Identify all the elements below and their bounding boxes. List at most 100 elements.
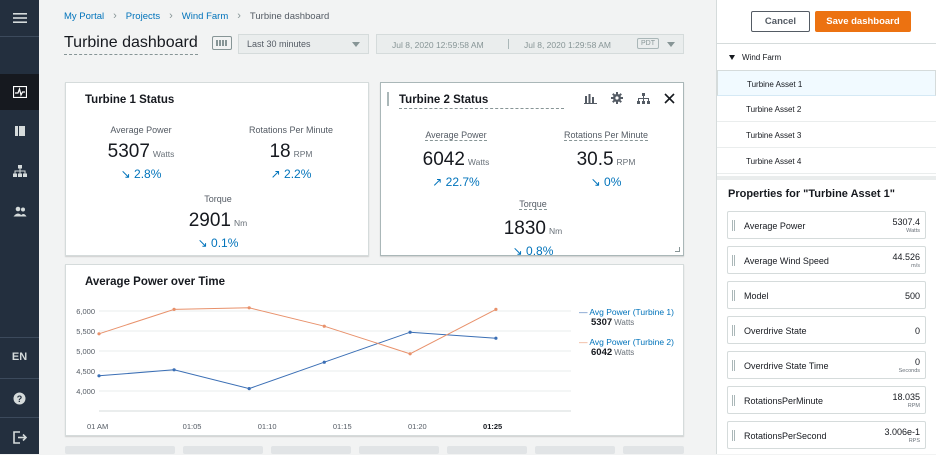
drag-handle[interactable]: [732, 360, 735, 371]
kpi-label[interactable]: Rotations Per Minute: [563, 130, 649, 141]
turbine2-status-widget[interactable]: Turbine 2 Status Average Power 6042 Watts…: [380, 82, 684, 258]
menu-icon[interactable]: [0, 0, 39, 36]
legend-item-turbine2[interactable]: — Avg Power (Turbine 2) 6042 Watts: [579, 337, 674, 358]
kpi-unit: Nm: [549, 226, 563, 236]
drag-handle[interactable]: [732, 430, 735, 441]
data-point[interactable]: [247, 387, 251, 391]
data-point[interactable]: [97, 332, 101, 336]
drag-handle[interactable]: [732, 395, 735, 406]
gear-icon[interactable]: [611, 92, 623, 104]
legend-item-turbine1[interactable]: — Avg Power (Turbine 1) 5307 Watts: [579, 307, 674, 328]
tree-root-wind-farm[interactable]: Wind Farm: [729, 53, 781, 62]
drag-handle[interactable]: [387, 92, 389, 106]
chevron-right-icon: ›: [237, 10, 241, 22]
tree-root-label: Wind Farm: [742, 53, 782, 62]
kpi-rpm: Rotations Per Minute 30.5 RPM ↘ 0%: [541, 125, 671, 189]
kpi-delta: ↘ 0.8%: [512, 244, 554, 258]
property-overdrive-state[interactable]: Overdrive State 0: [727, 316, 926, 344]
date-range-picker[interactable]: Jul 8, 2020 12:59:58 AM Jul 8, 2020 1:29…: [376, 34, 684, 54]
drag-handle[interactable]: [732, 220, 735, 231]
start-date[interactable]: Jul 8, 2020 12:59:58 AM: [392, 40, 484, 50]
property-unit: RPS: [908, 438, 920, 444]
data-point[interactable]: [494, 336, 498, 340]
resize-handle[interactable]: [675, 247, 680, 252]
property-average-wind-speed[interactable]: Average Wind Speed 44.526 m/s: [727, 246, 926, 274]
keyboard-icon[interactable]: [212, 36, 232, 50]
side-rail: EN ?: [0, 0, 39, 454]
page-title[interactable]: Turbine dashboard: [64, 34, 198, 55]
widget-placeholder: [447, 446, 527, 454]
time-range-select[interactable]: Last 30 minutes: [238, 34, 369, 54]
property-name: Average Power: [744, 221, 806, 231]
dashboard-icon[interactable]: [0, 74, 39, 110]
drag-handle[interactable]: [732, 325, 735, 336]
kpi-average-power: Average Power 6042 Watts ↗ 22.7%: [391, 125, 521, 189]
bar-chart-icon[interactable]: [584, 93, 597, 104]
sign-out-icon[interactable]: [0, 419, 39, 455]
widget-title: Average Power over Time: [85, 276, 225, 288]
kpi-value: 18: [269, 141, 291, 162]
save-dashboard-button[interactable]: Save dashboard: [815, 11, 911, 32]
legend-unit: Watts: [614, 348, 635, 357]
y-tick-label: 6,000: [76, 307, 95, 316]
data-point[interactable]: [494, 307, 498, 311]
data-point[interactable]: [408, 352, 412, 356]
language-selector[interactable]: EN: [11, 351, 28, 363]
x-tick-label: 01:10: [258, 422, 277, 431]
time-range-value: Last 30 minutes: [247, 39, 311, 49]
users-icon[interactable]: [0, 193, 39, 229]
kpi-label[interactable]: Torque: [519, 199, 547, 210]
asset-panel: Cancel Save dashboard Wind Farm Turbine …: [716, 0, 936, 454]
tree-item-asset-2[interactable]: Turbine Asset 2: [717, 96, 936, 122]
property-average-power[interactable]: Average Power 5307.4 Watts: [727, 211, 926, 239]
property-rotations-per-minute[interactable]: RotationsPerMinute 18.035 RPM: [727, 386, 926, 414]
end-date[interactable]: Jul 8, 2020 1:29:58 AM: [524, 40, 611, 50]
widget-toolbar: [584, 92, 675, 104]
drag-handle[interactable]: [732, 290, 735, 301]
x-tick-label: 01:15: [333, 422, 352, 431]
widget-placeholder: [535, 446, 615, 454]
data-point[interactable]: [172, 307, 176, 311]
property-rotations-per-second[interactable]: RotationsPerSecond 3.006e-1 RPS: [727, 421, 926, 449]
property-overdrive-state-time[interactable]: Overdrive State Time 0 Seconds: [727, 351, 926, 379]
breadcrumb-wind-farm[interactable]: Wind Farm: [181, 10, 229, 22]
tree-item-asset-4[interactable]: Turbine Asset 4: [717, 148, 936, 174]
cancel-button[interactable]: Cancel: [751, 11, 810, 32]
kpi-average-power: Average Power 5307 Watts ↘ 2.8%: [76, 125, 206, 181]
data-point[interactable]: [322, 324, 326, 328]
tree-item-asset-3[interactable]: Turbine Asset 3: [717, 122, 936, 148]
kpi-unit: RPM: [616, 157, 636, 167]
widget-placeholder: [183, 446, 263, 454]
data-point[interactable]: [172, 368, 176, 372]
breadcrumb-projects[interactable]: Projects: [125, 10, 161, 22]
turbine1-status-widget[interactable]: Turbine 1 Status Average Power 5307 Watts…: [65, 82, 369, 256]
power-chart-widget[interactable]: Average Power over Time 4,000 4,500 5,000 5…: [65, 264, 684, 436]
hierarchy-icon[interactable]: [637, 92, 650, 104]
hierarchy-icon[interactable]: [0, 153, 39, 189]
data-point[interactable]: [247, 306, 251, 310]
data-point[interactable]: [322, 360, 326, 364]
kpi-unit: Watts: [152, 149, 175, 159]
book-icon[interactable]: [0, 113, 39, 149]
property-unit: Seconds: [898, 368, 920, 374]
timezone-badge: PDT: [637, 38, 659, 49]
kpi-delta: ↗ 2.2%: [270, 167, 312, 181]
widget-title[interactable]: Turbine 2 Status: [399, 94, 565, 109]
tree-item-asset-1[interactable]: Turbine Asset 1: [717, 70, 936, 96]
kpi-label: Torque: [204, 194, 232, 204]
breadcrumb-my-portal[interactable]: My Portal: [64, 10, 105, 22]
property-name: Average Wind Speed: [744, 256, 829, 266]
kpi-label[interactable]: Average Power: [425, 130, 487, 141]
data-point[interactable]: [408, 330, 412, 334]
kpi-rpm: Rotations Per Minute 18 RPM ↗ 2.2%: [226, 125, 356, 181]
data-point[interactable]: [97, 374, 101, 378]
property-model[interactable]: Model 500: [727, 281, 926, 309]
help-icon[interactable]: ?: [0, 380, 39, 416]
drag-handle[interactable]: [732, 255, 735, 266]
caret-down-icon: [352, 42, 360, 47]
kpi-value: 2901: [188, 210, 232, 231]
close-icon[interactable]: [664, 92, 675, 104]
widget-placeholder: [623, 446, 684, 454]
kpi-value: 1830: [503, 218, 547, 239]
property-unit: RPM: [907, 403, 920, 409]
